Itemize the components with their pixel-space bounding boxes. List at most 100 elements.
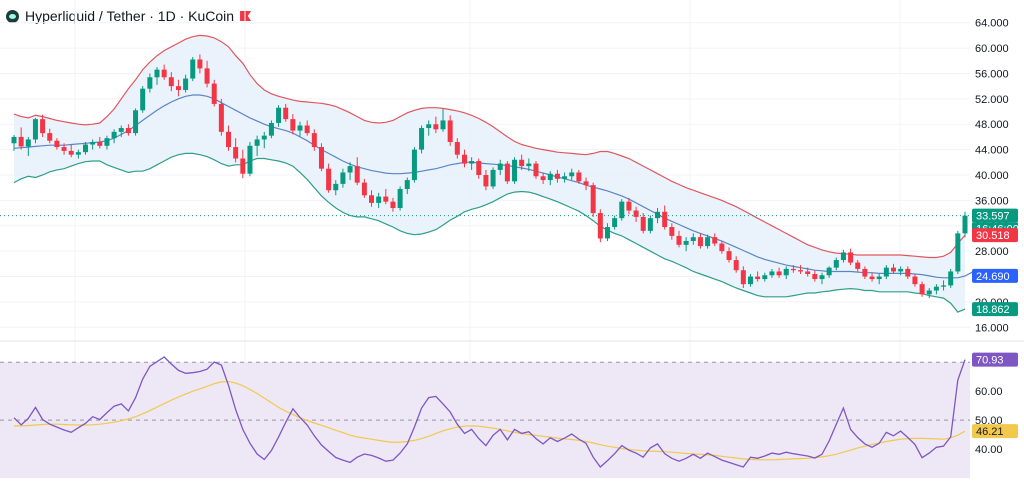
candle-body[interactable] xyxy=(569,172,575,177)
candle-body[interactable] xyxy=(461,154,467,164)
candle-body[interactable] xyxy=(383,196,389,202)
candle-body[interactable] xyxy=(369,195,375,203)
candle-body[interactable] xyxy=(547,173,553,181)
candle-body[interactable] xyxy=(47,133,53,141)
candle-body[interactable] xyxy=(590,185,596,214)
candle-body[interactable] xyxy=(705,237,711,247)
candle-body[interactable] xyxy=(118,128,124,132)
candle-body[interactable] xyxy=(340,172,346,184)
candle-body[interactable] xyxy=(40,119,46,134)
candle-body[interactable] xyxy=(562,176,568,179)
candle-body[interactable] xyxy=(812,274,818,280)
candle-body[interactable] xyxy=(161,69,167,78)
symbol-title[interactable]: Hyperliquid / Tether · 1D · KuCoin xyxy=(25,8,235,24)
candle-body[interactable] xyxy=(61,147,67,151)
candle-body[interactable] xyxy=(254,139,260,146)
candle-body[interactable] xyxy=(690,237,696,241)
candle-body[interactable] xyxy=(190,59,196,79)
candle-body[interactable] xyxy=(218,103,224,132)
candle-body[interactable] xyxy=(483,175,489,187)
candle-body[interactable] xyxy=(347,166,353,173)
candle-body[interactable] xyxy=(354,166,360,183)
candle-body[interactable] xyxy=(933,286,939,291)
candle-body[interactable] xyxy=(697,237,703,247)
candle-body[interactable] xyxy=(633,210,639,217)
candle-body[interactable] xyxy=(554,173,560,179)
candle-body[interactable] xyxy=(175,86,181,90)
candle-body[interactable] xyxy=(662,211,668,228)
candle-body[interactable] xyxy=(512,159,518,182)
candle-body[interactable] xyxy=(247,145,253,174)
candle-body[interactable] xyxy=(490,169,496,187)
candle-body[interactable] xyxy=(655,211,661,219)
candle-body[interactable] xyxy=(712,237,718,244)
candle-body[interactable] xyxy=(597,213,603,239)
candle-body[interactable] xyxy=(90,142,96,145)
candle-body[interactable] xyxy=(211,83,217,104)
candle-body[interactable] xyxy=(261,135,267,140)
candle-body[interactable] xyxy=(948,271,954,286)
candle-body[interactable] xyxy=(576,172,582,182)
candle-body[interactable] xyxy=(226,131,232,148)
candle-body[interactable] xyxy=(54,140,60,148)
candle-body[interactable] xyxy=(790,268,796,271)
candle-body[interactable] xyxy=(147,77,153,89)
candle-body[interactable] xyxy=(183,78,189,90)
candle-body[interactable] xyxy=(719,243,725,252)
candle-body[interactable] xyxy=(626,201,632,211)
candle-body[interactable] xyxy=(276,107,282,123)
candle-body[interactable] xyxy=(290,119,296,131)
candle-body[interactable] xyxy=(798,270,804,272)
candle-body[interactable] xyxy=(411,149,417,181)
candle-body[interactable] xyxy=(669,227,675,236)
candle-body[interactable] xyxy=(25,139,31,147)
candle-body[interactable] xyxy=(826,267,832,276)
candle-body[interactable] xyxy=(540,176,546,181)
candle-body[interactable] xyxy=(397,188,403,208)
candle-body[interactable] xyxy=(32,119,38,140)
candle-body[interactable] xyxy=(912,276,918,285)
candle-body[interactable] xyxy=(769,271,775,276)
candle-body[interactable] xyxy=(941,285,947,287)
candle-body[interactable] xyxy=(240,158,246,174)
candle-body[interactable] xyxy=(862,268,868,277)
candle-body[interactable] xyxy=(133,110,139,134)
candle-body[interactable] xyxy=(197,59,203,69)
candle-body[interactable] xyxy=(18,136,24,147)
candle-body[interactable] xyxy=(125,128,131,134)
candle-body[interactable] xyxy=(104,138,110,146)
candle-body[interactable] xyxy=(883,267,889,277)
red-flag-icon[interactable] xyxy=(240,11,252,21)
candle-body[interactable] xyxy=(404,180,410,189)
candle-body[interactable] xyxy=(726,251,732,261)
candle-body[interactable] xyxy=(390,201,396,208)
candle-body[interactable] xyxy=(962,215,968,234)
candle-body[interactable] xyxy=(926,290,932,295)
candle-body[interactable] xyxy=(426,124,432,129)
candle-body[interactable] xyxy=(647,218,653,231)
candle-body[interactable] xyxy=(526,163,532,167)
candle-body[interactable] xyxy=(855,262,861,269)
candle-body[interactable] xyxy=(233,147,239,159)
candle-body[interactable] xyxy=(612,218,618,228)
candle-body[interactable] xyxy=(905,268,911,277)
candle-body[interactable] xyxy=(776,271,782,276)
candle-body[interactable] xyxy=(447,120,453,142)
candle-body[interactable] xyxy=(604,227,610,239)
candle-body[interactable] xyxy=(848,252,854,263)
candle-body[interactable] xyxy=(504,163,510,182)
candle-body[interactable] xyxy=(640,216,646,231)
candle-body[interactable] xyxy=(433,124,439,130)
candle-body[interactable] xyxy=(419,128,425,150)
candle-body[interactable] xyxy=(304,125,310,134)
candle-body[interactable] xyxy=(83,144,89,153)
candle-body[interactable] xyxy=(476,161,482,175)
candle-body[interactable] xyxy=(833,260,839,268)
candle-body[interactable] xyxy=(740,270,746,285)
candle-body[interactable] xyxy=(869,276,875,280)
candle-body[interactable] xyxy=(762,275,768,280)
candle-body[interactable] xyxy=(283,107,289,120)
candle-body[interactable] xyxy=(755,276,761,280)
candle-body[interactable] xyxy=(204,68,210,84)
